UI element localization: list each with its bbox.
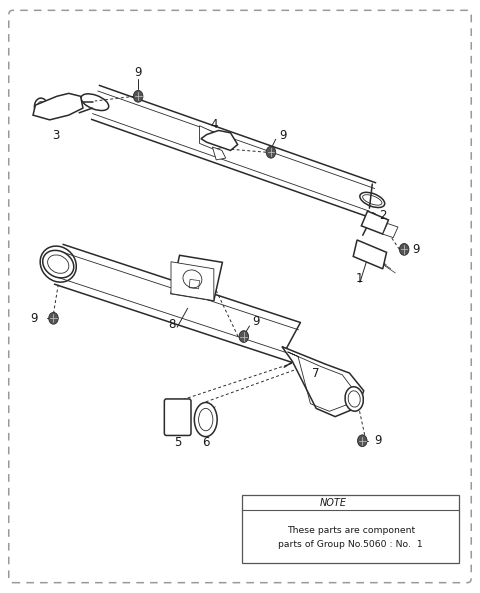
Text: 9: 9 bbox=[31, 312, 38, 325]
Polygon shape bbox=[353, 240, 386, 269]
Ellipse shape bbox=[194, 403, 217, 436]
Text: 5: 5 bbox=[174, 436, 181, 449]
Text: 6: 6 bbox=[202, 436, 209, 449]
Polygon shape bbox=[171, 262, 214, 301]
Text: 3: 3 bbox=[52, 129, 59, 142]
Polygon shape bbox=[383, 224, 398, 238]
Circle shape bbox=[266, 146, 276, 158]
Polygon shape bbox=[213, 147, 226, 160]
Polygon shape bbox=[171, 255, 222, 301]
Text: These parts are component
parts of Group No.5060 : No.  1: These parts are component parts of Group… bbox=[278, 527, 423, 549]
Text: 9: 9 bbox=[412, 243, 420, 256]
Circle shape bbox=[48, 313, 58, 324]
Text: 9: 9 bbox=[134, 66, 142, 79]
Circle shape bbox=[133, 90, 143, 102]
Polygon shape bbox=[282, 346, 364, 417]
Circle shape bbox=[239, 331, 249, 342]
Text: 7: 7 bbox=[312, 366, 320, 380]
Ellipse shape bbox=[345, 387, 363, 411]
Text: 9: 9 bbox=[279, 129, 287, 142]
Polygon shape bbox=[201, 130, 238, 151]
Polygon shape bbox=[361, 211, 388, 234]
Polygon shape bbox=[200, 126, 230, 149]
Text: 1: 1 bbox=[356, 272, 364, 285]
Polygon shape bbox=[33, 93, 83, 120]
Text: NOTE: NOTE bbox=[320, 498, 347, 508]
Circle shape bbox=[358, 435, 367, 447]
Text: 9: 9 bbox=[374, 434, 381, 447]
Circle shape bbox=[399, 244, 409, 255]
Text: 8: 8 bbox=[169, 318, 176, 331]
Ellipse shape bbox=[43, 250, 74, 278]
Text: 9: 9 bbox=[252, 315, 260, 329]
Text: 2: 2 bbox=[379, 209, 386, 222]
FancyBboxPatch shape bbox=[164, 399, 191, 435]
FancyBboxPatch shape bbox=[242, 495, 459, 563]
Text: 4: 4 bbox=[210, 118, 217, 131]
